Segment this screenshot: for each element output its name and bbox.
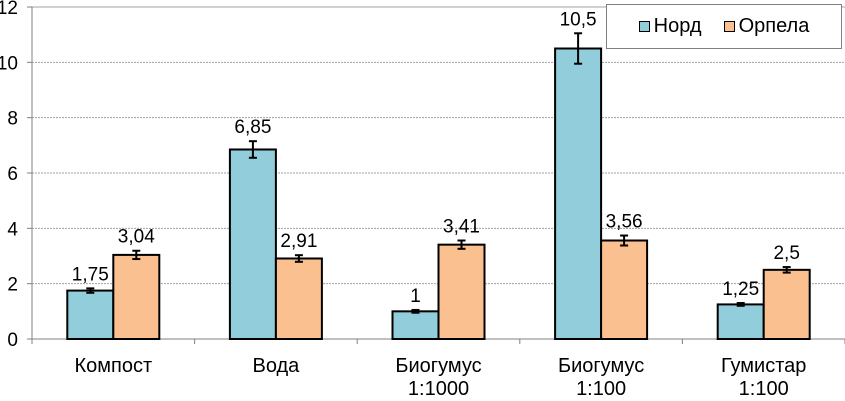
x-tick-label: 1:1000 <box>408 378 469 400</box>
x-tick-label: Гумистар <box>721 355 806 377</box>
data-label: 10,5 <box>560 9 597 30</box>
legend-label-nord: Норд <box>653 15 702 37</box>
y-tick-label: 0 <box>7 330 18 351</box>
bar-orpela <box>600 239 649 340</box>
x-tick-label: 1:100 <box>576 378 626 400</box>
y-tick-label: 4 <box>7 219 18 240</box>
data-label: 1,75 <box>72 264 109 285</box>
y-tick-label: 12 <box>0 0 18 19</box>
bar-nord <box>228 148 277 340</box>
bar-orpela <box>437 243 486 340</box>
legend-item-nord: Норд <box>638 15 702 38</box>
y-tick-label: 10 <box>0 53 18 74</box>
bar-orpela <box>112 253 161 340</box>
x-tick-label: Биогумус <box>558 355 644 377</box>
data-label: 3,04 <box>118 227 155 248</box>
x-tick-label: Вода <box>252 355 300 377</box>
x-tick-label: 1:100 <box>739 378 789 400</box>
data-label: 2,91 <box>280 231 317 252</box>
y-tick-label: 2 <box>7 275 18 296</box>
legend-label-orpela: Орпела <box>738 15 810 37</box>
x-tick-label: Компост <box>74 355 152 377</box>
data-label: 1 <box>410 286 421 307</box>
bar-nord <box>66 289 115 341</box>
data-label: 1,25 <box>722 279 759 300</box>
bar-orpela <box>274 257 323 340</box>
bar-nord <box>716 303 765 340</box>
legend: Норд Орпела <box>606 4 842 49</box>
y-tick-label: 8 <box>7 109 18 130</box>
legend-swatch-orpela <box>723 21 735 32</box>
data-label: 6,85 <box>234 117 271 138</box>
y-tick-label: 6 <box>7 164 18 185</box>
x-tick-label: Биогумус <box>395 355 481 377</box>
bar-orpela <box>762 268 811 341</box>
legend-item-orpela: Орпела <box>723 15 810 38</box>
data-label: 2,5 <box>773 243 799 264</box>
bar-nord <box>391 310 440 341</box>
bar-nord <box>554 47 603 340</box>
data-label: 3,41 <box>443 217 480 238</box>
legend-swatch-nord <box>638 21 650 32</box>
data-label: 3,56 <box>606 212 643 233</box>
